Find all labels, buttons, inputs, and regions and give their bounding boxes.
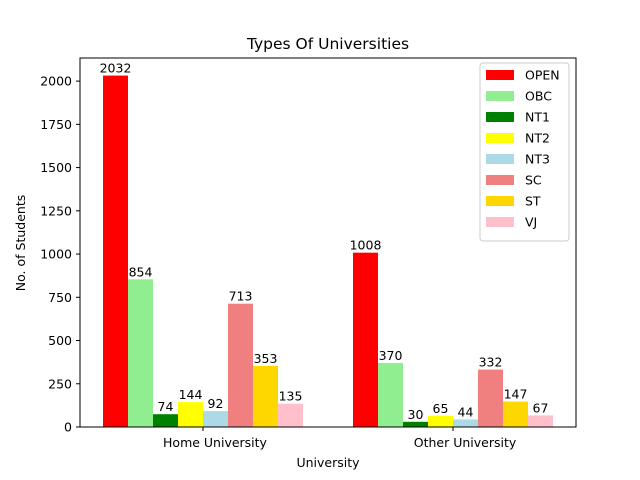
x-tick-label: Home University [163,435,268,450]
legend-swatch-obc [486,91,514,101]
legend: OPEN OBC NT1 NT2 NT3 SC ST VJ [479,62,570,242]
legend-label-vj: VJ [525,215,537,230]
chart-title: Types Of Universities [246,35,409,53]
y-tick-label: 750 [48,290,72,305]
legend-label-nt2: NT2 [525,131,550,146]
bar-vj-home [278,403,303,427]
legend-swatch-open [486,70,514,80]
data-label: 65 [433,401,449,416]
x-tick-label: Other University [414,435,517,450]
data-label: 135 [279,389,303,404]
y-axis-label: No. of Students [13,195,28,291]
data-label: 144 [179,387,203,402]
y-tick-label: 250 [48,376,72,391]
y-tick-label: 2000 [40,74,72,89]
bar-nt1-other [403,421,428,427]
data-label: 92 [208,396,224,411]
bar-sc-home [228,303,253,427]
bar-nt3-home [203,411,228,427]
legend-swatch-nt1 [486,112,514,122]
bar-sc-other [478,369,503,427]
bar-st-home [253,365,278,427]
x-axis-label: University [296,455,360,470]
y-tick-label: 0 [64,420,72,435]
data-label: 30 [408,407,424,422]
legend-label-open: OPEN [525,68,560,83]
data-label: 332 [479,355,503,370]
legend-label-obc: OBC [525,89,552,104]
bars-layer [103,75,553,428]
bar-obc-home [128,279,153,427]
data-label: 147 [504,387,528,402]
legend-swatch-nt3 [486,154,514,164]
y-tick-label: 1250 [40,203,72,218]
data-label: 353 [254,351,278,366]
legend-label-sc: SC [525,173,542,188]
data-label: 1008 [350,238,382,253]
bar-nt3-other [453,419,478,427]
y-tick-label: 500 [48,333,72,348]
legend-swatch-vj [486,217,514,227]
bar-nt2-other [428,415,453,427]
legend-label-nt1: NT1 [525,110,550,125]
axes-layer: 0 250 500 750 1000 1250 1500 1750 2000 Home Unive… [40,57,577,450]
axes-frame [79,57,577,428]
legend-swatch-st [486,196,514,206]
data-label: 74 [158,399,174,414]
legend-label-st: ST [525,194,541,209]
y-tick-label: 1500 [40,160,72,175]
data-label: 2032 [100,61,132,76]
bar-nt2-home [178,402,203,427]
data-label: 370 [379,348,403,363]
y-tick-label: 1750 [40,117,72,132]
data-labels-layer: 2032 854 74 144 92 713 353 135 1008 370 30 65 44 332 1… [100,61,549,422]
legend-swatch-sc [486,175,514,185]
data-label: 854 [129,264,153,279]
bar-open-other [353,252,378,427]
bar-st-other [503,401,528,427]
legend-label-nt3: NT3 [525,152,550,167]
legend-swatch-nt2 [486,133,514,143]
data-label: 44 [458,404,474,419]
data-label: 713 [229,289,253,304]
data-label: 67 [533,400,549,415]
bar-obc-other [378,363,403,427]
bar-nt1-home [153,414,178,427]
bar-vj-other [528,415,553,427]
bar-open-home [103,75,128,428]
y-tick-label: 1000 [40,247,72,262]
